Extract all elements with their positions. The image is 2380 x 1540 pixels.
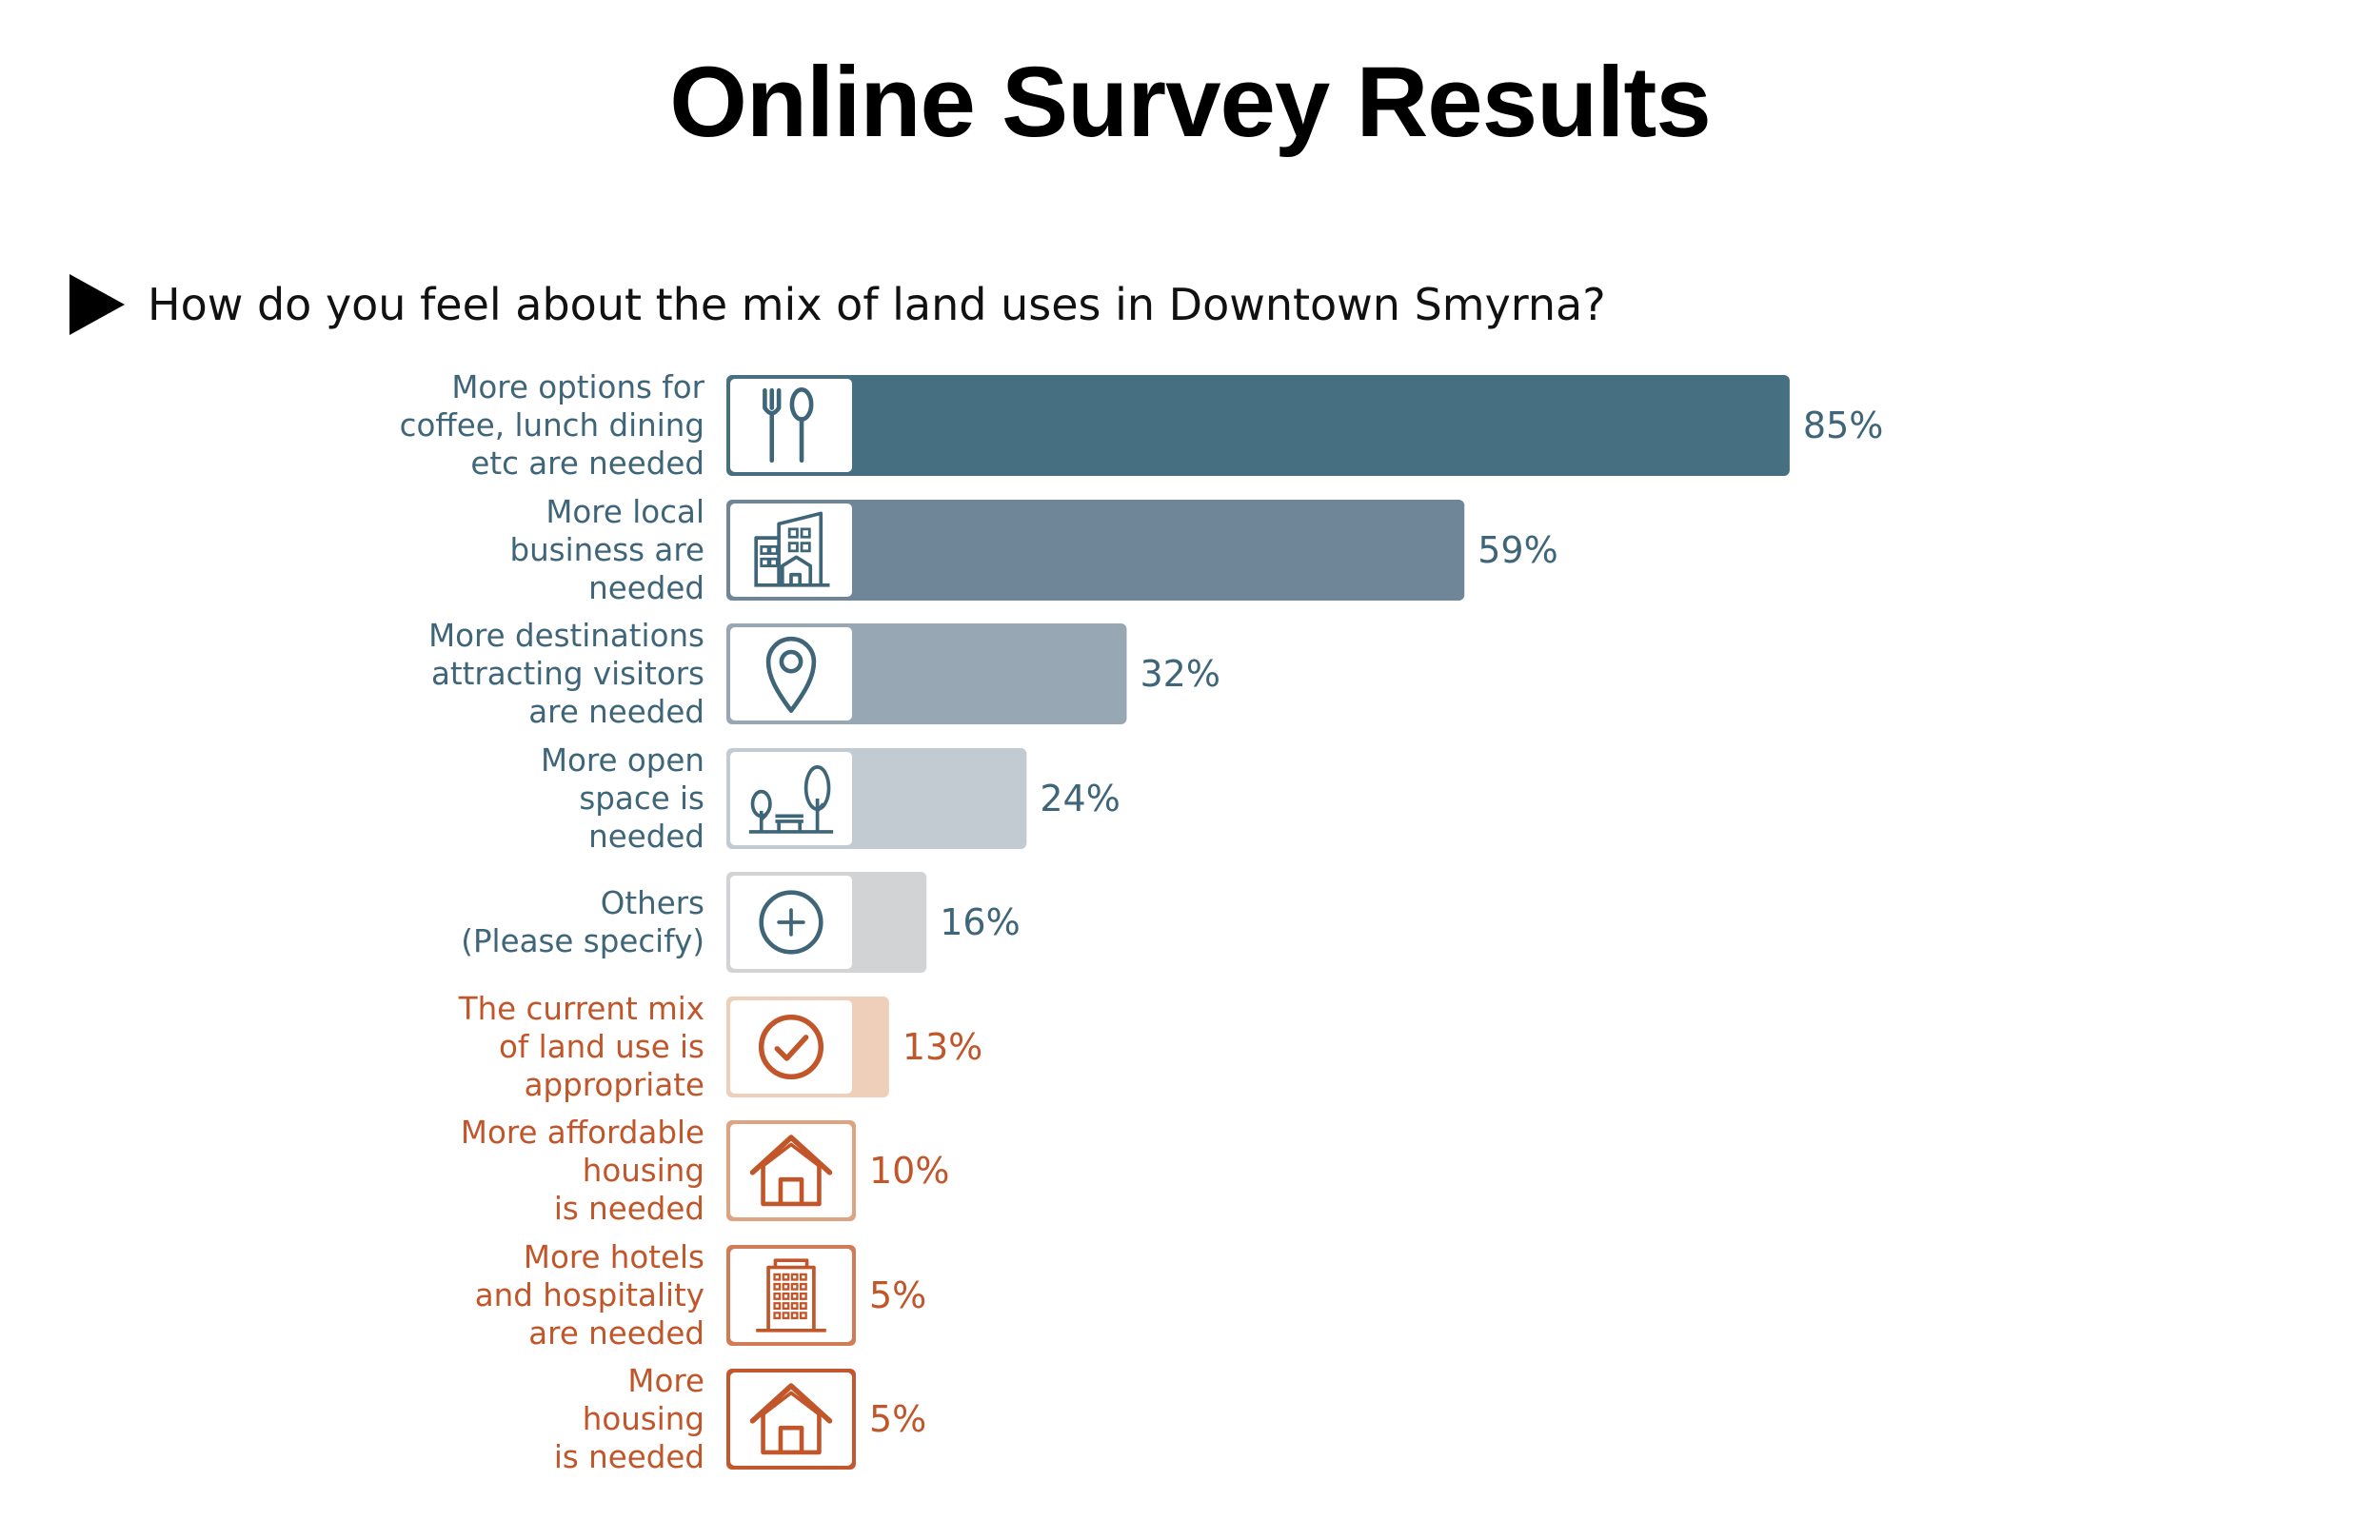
value-label: 59% bbox=[1478, 529, 1557, 571]
category-label: More hotels and hospitality are needed bbox=[475, 1239, 704, 1352]
value-label: 10% bbox=[869, 1150, 949, 1192]
plus-circle-icon bbox=[730, 876, 852, 969]
value-label: 13% bbox=[902, 1026, 982, 1068]
category-label: More destinations attracting visitors are … bbox=[428, 618, 704, 730]
survey-question: How do you feel about the mix of land us… bbox=[69, 274, 1606, 335]
page-title: Online Survey Results bbox=[669, 47, 1712, 158]
value-label: 5% bbox=[869, 1398, 926, 1440]
category-label: More housing is needed bbox=[554, 1363, 704, 1475]
category-label: More options for coffee, lunch dining etc … bbox=[400, 369, 705, 482]
map-pin-icon bbox=[730, 627, 852, 721]
category-label: Others (Please specify) bbox=[461, 885, 704, 959]
question-text: How do you feel about the mix of land us… bbox=[148, 279, 1606, 330]
category-label: More local business are needed bbox=[509, 494, 704, 606]
play-triangle-icon bbox=[69, 274, 125, 335]
value-label: 32% bbox=[1140, 653, 1220, 695]
park-trees-icon bbox=[730, 752, 852, 845]
fork-spoon-icon bbox=[730, 379, 852, 472]
value-label: 5% bbox=[869, 1274, 926, 1316]
buildings-icon bbox=[730, 503, 852, 597]
bar bbox=[726, 375, 1790, 476]
category-label: The current mix of land use is appropriate bbox=[458, 991, 704, 1103]
bar bbox=[726, 500, 1465, 601]
house-icon bbox=[730, 1372, 852, 1466]
hotel-building-icon bbox=[730, 1249, 852, 1342]
house-icon bbox=[730, 1124, 852, 1217]
value-label: 85% bbox=[1803, 405, 1883, 446]
value-label: 24% bbox=[1040, 778, 1120, 819]
value-label: 16% bbox=[940, 901, 1020, 943]
check-circle-icon bbox=[730, 1000, 852, 1094]
category-label: More open space is needed bbox=[541, 742, 704, 855]
category-label: More affordable housing is needed bbox=[461, 1115, 704, 1227]
